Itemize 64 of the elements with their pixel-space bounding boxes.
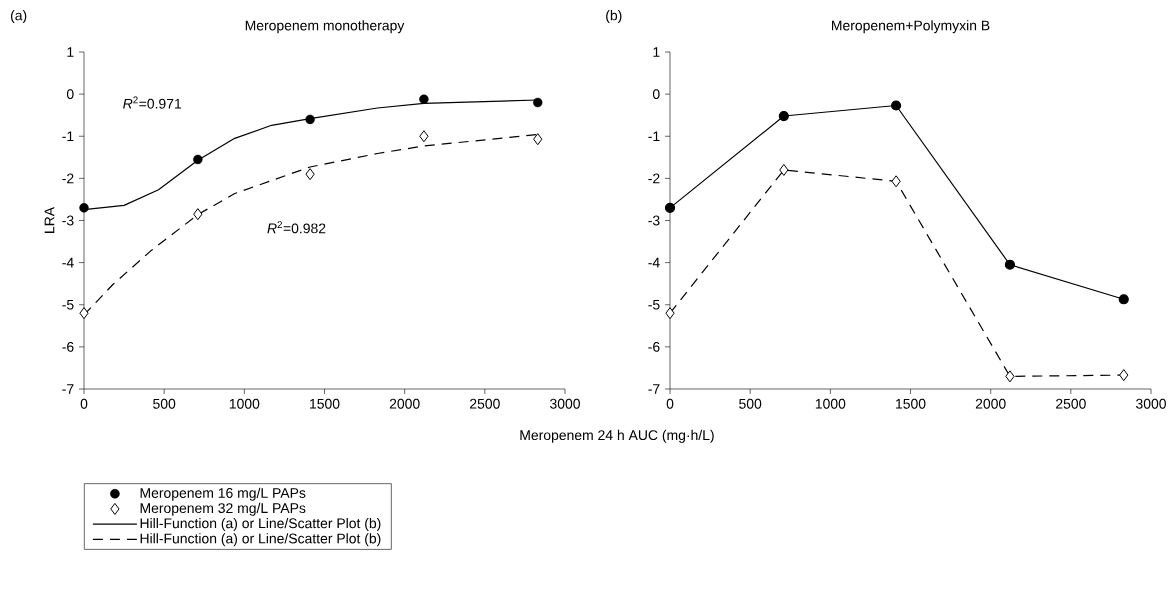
point <box>779 163 789 176</box>
x-tick-label: 500 <box>739 398 762 409</box>
chart-title: Meropenem+Polymyxin B <box>832 20 990 34</box>
point <box>778 110 789 122</box>
point <box>1005 370 1015 383</box>
point <box>1004 259 1016 270</box>
y-tick-label: -4 <box>62 257 74 268</box>
y-tick-label: -4 <box>648 257 660 268</box>
y-axis-title: LRA <box>44 206 55 233</box>
x-tick-label: 500 <box>153 398 176 409</box>
point <box>419 130 429 143</box>
x-tick-label: 0 <box>666 398 674 409</box>
point <box>665 307 675 320</box>
x-tick-label: 2500 <box>1056 398 1086 409</box>
y-tick-label: -1 <box>62 131 74 142</box>
point <box>305 114 315 125</box>
point <box>533 133 543 146</box>
point <box>419 94 429 104</box>
legend-label: Hill-Function (a) or Line/Scatter Plot (b) <box>140 533 381 547</box>
chart-title: Meropenem monotherapy <box>245 20 405 34</box>
text: (a) <box>10 10 27 24</box>
x-tick-label: 1000 <box>229 398 260 409</box>
y-tick-label: 1 <box>653 47 660 57</box>
y-tick-label: -2 <box>62 173 74 184</box>
point <box>890 100 902 111</box>
y-tick-label: -5 <box>648 299 660 310</box>
x-tick-label: 2500 <box>470 398 500 409</box>
y-tick-label: 0 <box>66 89 74 100</box>
y-tick-label: 0 <box>652 89 660 100</box>
point <box>79 307 89 320</box>
y-tick-label: -3 <box>62 215 74 226</box>
point <box>1118 294 1129 305</box>
x-tick-label: 1500 <box>896 398 926 409</box>
point <box>193 154 203 165</box>
point <box>193 208 203 221</box>
legend-label: Meropenem 16 mg/L PAPs <box>140 487 306 501</box>
x-axis-title: Meropenem 24 h AUC (mg·h/L) <box>520 429 714 443</box>
x-tick-label: 2000 <box>389 398 420 409</box>
text: (b) <box>606 10 622 24</box>
legend-label: Hill-Function (a) or Line/Scatter Plot (b) <box>140 518 381 532</box>
y-tick-label: -7 <box>62 384 74 394</box>
point <box>664 202 676 213</box>
y-tick-label: 1 <box>67 47 74 57</box>
annotation: R$^{2}$=0.982 <box>267 221 326 234</box>
y-tick-label: -7 <box>648 384 660 394</box>
x-tick-label: 1000 <box>815 398 846 409</box>
x-tick-label: 0 <box>80 398 88 409</box>
point <box>79 203 89 213</box>
point <box>305 168 315 181</box>
y-tick-label: -1 <box>648 131 660 142</box>
x-tick-label: 3000 <box>550 398 580 409</box>
annotation: R$^{2}$=0.971 <box>123 96 182 109</box>
y-tick-label: -5 <box>62 299 74 310</box>
x-tick-label: 3000 <box>1136 398 1166 409</box>
y-tick-label: -2 <box>648 173 660 184</box>
point <box>891 175 901 188</box>
point <box>1119 369 1129 382</box>
x-tick-label: 1500 <box>310 398 340 409</box>
legend-label: Meropenem 32 mg/L PAPs <box>140 502 306 516</box>
x-tick-label: 2000 <box>975 398 1006 409</box>
point <box>533 97 543 108</box>
y-tick-label: -6 <box>62 341 74 352</box>
y-tick-label: -6 <box>648 341 660 352</box>
y-tick-label: -3 <box>648 215 660 226</box>
